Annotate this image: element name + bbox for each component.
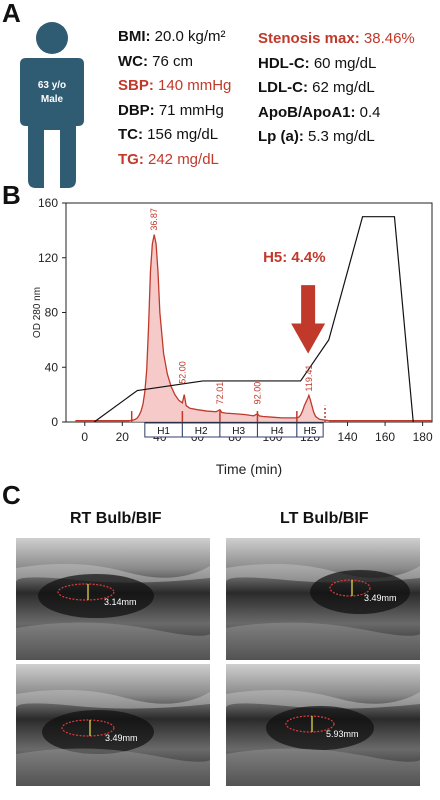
ultrasound-image-rt-bottom: 3.49mm (16, 664, 210, 786)
fraction-label: H1 (157, 426, 170, 437)
left-stat-4: TC: 156 mg/dL (118, 126, 218, 143)
left-stat-name: WC: (118, 52, 148, 70)
x-axis-label: Time (min) (216, 461, 282, 477)
peak-label: 92.00 (252, 382, 262, 405)
absorbance-line (129, 234, 329, 422)
left-stat-value: 156 mg/dL (143, 126, 219, 143)
left-stat-name: SBP: (118, 77, 154, 94)
panel-b-label: B (2, 180, 21, 210)
right-stat-name: HDL-C: (258, 54, 310, 72)
right-stat-4: Lp (a): 5.3 mg/dL (258, 128, 375, 145)
plaque-measurement: 3.14mm (104, 597, 137, 607)
fraction-label: H5 (304, 426, 317, 437)
fraction-box (296, 422, 324, 438)
right-stat-0: Stenosis max: 38.46% (258, 30, 415, 47)
left-stat-name: DBP: (118, 101, 155, 119)
right-stat-value: 38.46% (359, 30, 415, 47)
right-stat-name: Stenosis max: (258, 30, 360, 47)
plaque-measurement: 5.93mm (326, 729, 359, 739)
ultrasound-scan: 3.49mm (226, 538, 420, 660)
absorbance-area (129, 234, 329, 422)
right-stat-value: 62 mg/dL (307, 79, 375, 96)
y-tick-label: 160 (38, 196, 58, 210)
left-stat-0: BMI: 20.0 kg/m² (118, 28, 226, 45)
peak-label: 119.41 (304, 365, 314, 392)
panel-a-label: A (2, 0, 21, 28)
right-stat-value: 5.3 mg/dL (303, 128, 375, 145)
panel-c-label: C (2, 480, 21, 510)
x-tick-label: 180 (413, 430, 433, 444)
fraction-label: H2 (195, 426, 208, 437)
plaque-measurement: 3.49mm (364, 593, 397, 603)
fraction-label: H4 (271, 426, 284, 437)
right-stat-3: ApoB/ApoA1: 0.4 (258, 104, 381, 121)
left-stat-2: SBP: 140 mmHg (118, 77, 231, 94)
x-tick-label: 160 (375, 430, 395, 444)
left-stat-value: 20.0 kg/m² (150, 28, 226, 45)
left-stat-value: 71 mmHg (154, 101, 224, 119)
left-stat-1: WC: 76 cm (118, 53, 193, 70)
ultrasound-image-lt-bottom: 5.93mm (226, 664, 420, 786)
left-stat-name: TG: (118, 150, 144, 168)
peak-label: 36.87 (149, 208, 159, 231)
male-person-icon: 63 y/o Male (20, 22, 84, 188)
plot-frame (65, 202, 433, 423)
y-tick-label: 80 (45, 306, 59, 320)
y-tick-label: 120 (38, 251, 58, 265)
left-stat-name: TC: (118, 126, 143, 143)
lt-bulb-title: LT Bulb/BIF (280, 510, 369, 527)
person-sex-label: Male (41, 94, 64, 105)
ultrasound-scan: 3.49mm (16, 664, 210, 786)
person-age-label: 63 y/o (38, 80, 66, 91)
gradient-line (93, 216, 414, 423)
left-stat-name: BMI: (118, 28, 151, 45)
y-tick-label: 0 (51, 415, 58, 429)
right-stat-value: 0.4 (355, 103, 381, 121)
plaque-measurement: 3.49mm (105, 733, 138, 743)
y-tick-label: 40 (45, 360, 59, 374)
right-stat-value: 60 mg/dL (309, 54, 377, 72)
x-tick-label: 140 (338, 430, 358, 444)
rt-bulb-title: RT Bulb/BIF (70, 510, 162, 527)
right-stat-name: ApoB/ApoA1: (258, 103, 356, 121)
h5-annotation: H5: 4.4% (263, 249, 326, 266)
ultrasound-scan: 5.93mm (226, 664, 420, 786)
left-stat-value: 76 cm (148, 52, 194, 70)
left-stat-5: TG: 242 mg/dL (118, 151, 219, 168)
chromatogram-chart: 04080120160020406080100120140160180Time … (32, 196, 433, 477)
ultrasound-scan: 3.14mm (16, 538, 210, 660)
right-stat-2: LDL-C: 62 mg/dL (258, 79, 375, 96)
peak-label: 72.01 (215, 382, 225, 405)
peak-label: 52.00 (177, 361, 187, 384)
fraction-label: H3 (232, 426, 245, 437)
left-stat-3: DBP: 71 mmHg (118, 102, 224, 119)
x-tick-label: 0 (81, 430, 88, 444)
ultrasound-image-lt-top: 3.49mm (226, 538, 420, 660)
ultrasound-image-rt-top: 3.14mm (16, 538, 210, 660)
x-tick-label: 20 (116, 430, 130, 444)
left-stat-value: 242 mg/dL (143, 150, 219, 168)
left-stat-value: 140 mmHg (153, 77, 232, 94)
down-arrow-icon (291, 285, 326, 354)
right-stat-name: Lp (a): (258, 128, 304, 145)
y-axis-label: OD 280 nm (32, 287, 43, 338)
right-stat-name: LDL-C: (258, 79, 308, 96)
right-stat-1: HDL-C: 60 mg/dL (258, 55, 376, 72)
